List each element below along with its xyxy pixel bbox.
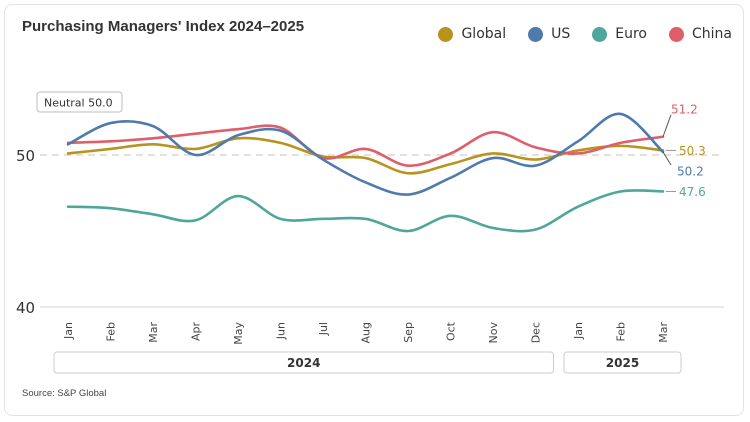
legend-swatch-china	[669, 26, 684, 42]
legend-item-global[interactable]: Global	[438, 26, 506, 42]
reference-label: Neutral 50.0	[44, 97, 113, 110]
chart-title: Purchasing Managers' Index 2024–2025	[22, 18, 305, 35]
legend-label-china: China	[692, 26, 732, 42]
end-label-china: 51.2	[671, 102, 698, 116]
end-label-leader-china	[662, 114, 672, 137]
x-tick-label-9: Oct	[444, 321, 457, 341]
y-tick-label-50: 50	[16, 147, 35, 165]
x-tick-label-5: Jun	[274, 322, 287, 340]
series-line-us	[66, 112, 665, 196]
x-tick-label-8: Sep	[402, 322, 415, 343]
legend-swatch-euro	[592, 26, 608, 42]
legend-label-us: US	[551, 26, 571, 42]
legend-label-euro: Euro	[615, 26, 647, 42]
x-tick-label-7: Aug	[359, 322, 372, 343]
x-tick-label-6: Jul	[317, 322, 330, 336]
legend-swatch-global	[438, 26, 454, 42]
x-tick-label-0: Jan	[62, 322, 75, 340]
x-tick-label-2: Mar	[147, 322, 160, 343]
source-note: Source: S&P Global	[22, 388, 107, 399]
end-label-us: 50.2	[677, 164, 704, 178]
end-label-global: 50.3	[679, 144, 706, 158]
x-tick-label-13: Feb	[614, 322, 627, 341]
year-group-box-2025	[563, 351, 682, 374]
x-tick-label-11: Dec	[529, 322, 542, 343]
x-tick-label-14: Mar	[657, 322, 670, 343]
legend-item-euro[interactable]: Euro	[592, 26, 647, 42]
legend-item-us[interactable]: US	[528, 26, 570, 42]
end-label-leader-us	[662, 151, 672, 166]
reference-tag	[36, 91, 123, 113]
x-tick-label-1: Feb	[104, 322, 117, 341]
year-group-box-2024	[53, 351, 554, 374]
chart-legend: Global US Euro China	[416, 26, 732, 42]
x-tick-label-4: May	[232, 322, 245, 345]
series-line-china	[66, 124, 665, 167]
year-group-label-2024: 2024	[287, 356, 320, 370]
legend-label-global: Global	[461, 26, 507, 42]
legend-item-china[interactable]: China	[669, 26, 732, 42]
x-tick-label-12: Jan	[572, 322, 585, 340]
end-label-euro: 47.6	[679, 185, 706, 199]
year-group-label-2025: 2025	[606, 356, 639, 370]
y-tick-label-40: 40	[16, 299, 35, 317]
x-tick-label-3: Apr	[189, 322, 202, 342]
series-line-euro	[66, 189, 665, 233]
legend-swatch-us	[528, 26, 544, 42]
x-tick-label-10: Nov	[487, 322, 500, 344]
